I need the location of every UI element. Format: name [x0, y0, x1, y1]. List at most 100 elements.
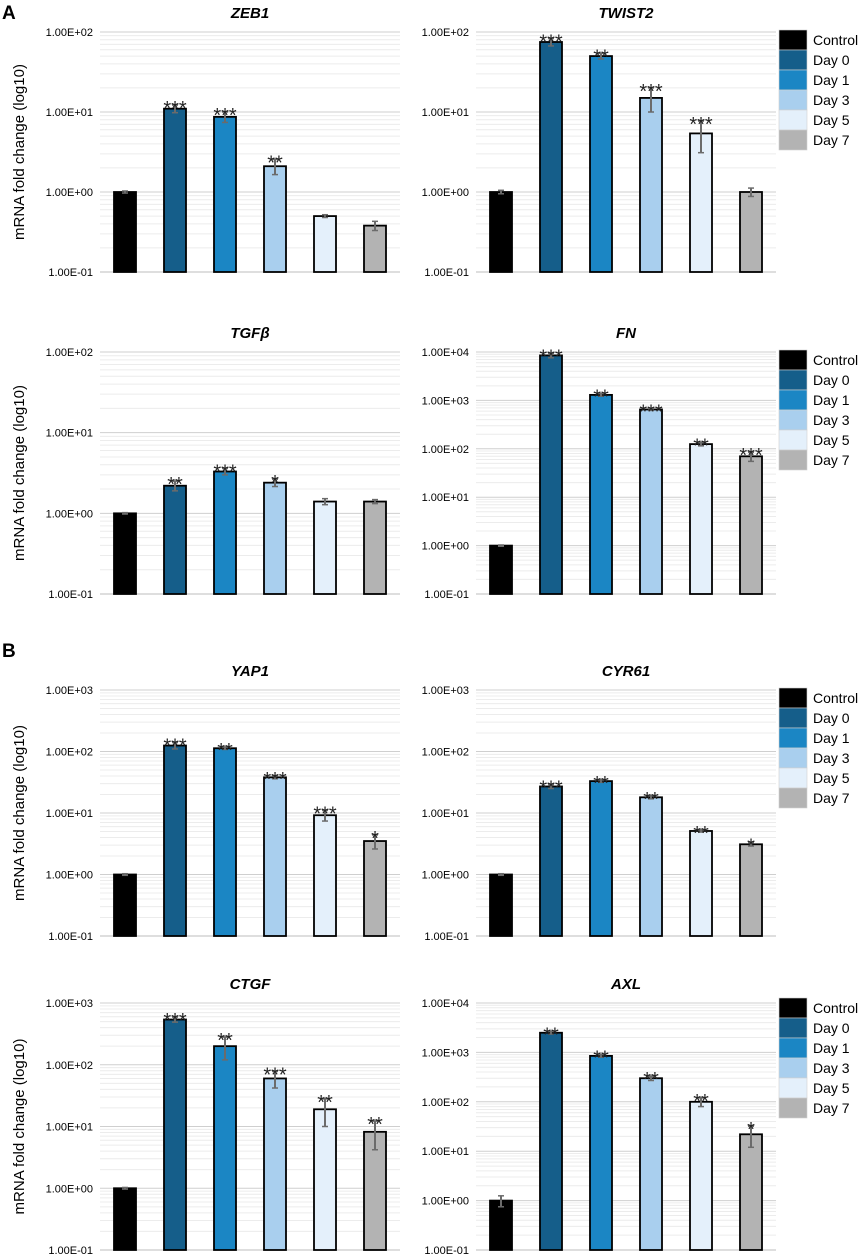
bar-day-1 [213, 1045, 237, 1251]
chart-title: FN [616, 325, 637, 342]
legend-swatch-day-7 [778, 1097, 808, 1119]
bar-control [489, 544, 513, 595]
y-tick-label: 1.00E-01 [48, 589, 93, 601]
y-tick-label: 1.00E+00 [422, 1196, 469, 1208]
bar-day-3 [639, 97, 663, 273]
bar-day-7 [739, 191, 763, 273]
legend-swatch-day-1 [778, 727, 808, 749]
significance-label: *** [163, 1010, 187, 1032]
significance-label: ** [693, 823, 709, 845]
legend-swatch-day-7 [778, 449, 808, 471]
legend-label-control: Control [813, 690, 858, 706]
legend-swatch-day-5 [778, 109, 808, 131]
significance-label: ** [593, 1048, 609, 1070]
bar-control [113, 873, 137, 937]
bar-day-3 [639, 1077, 663, 1251]
bar-day-0 [163, 107, 187, 273]
significance-label: *** [163, 98, 187, 120]
bar-day-0 [539, 354, 563, 595]
legend-swatch-day-1 [778, 1037, 808, 1059]
bar-day-7 [739, 455, 763, 595]
significance-label: *** [313, 803, 337, 825]
chart-title: CYR61 [602, 663, 650, 680]
y-tick-label: 1.00E-01 [424, 589, 469, 601]
significance-label: *** [263, 1064, 287, 1086]
significance-label: *** [689, 114, 713, 136]
legend-swatch-day-5 [778, 429, 808, 451]
significance-label: *** [213, 461, 237, 483]
legend-label-day-1: Day 1 [813, 72, 850, 88]
y-tick-label: 1.00E-01 [424, 931, 469, 943]
y-axis-label: mRNA fold change (log10) [11, 64, 28, 240]
y-tick-label: 1.00E+02 [46, 27, 93, 39]
significance-label: *** [539, 778, 563, 800]
chart-title: AXL [610, 976, 641, 993]
significance-label: ** [643, 789, 659, 811]
legend-label-day-7: Day 7 [813, 1100, 850, 1116]
bar-day-5 [689, 132, 713, 273]
significance-label: ** [693, 435, 709, 457]
legend-label-day-7: Day 7 [813, 132, 850, 148]
legend-swatch-control [778, 29, 808, 51]
y-tick-label: 1.00E+03 [422, 685, 469, 697]
y-tick-label: 1.00E+03 [46, 685, 93, 697]
legend-label-day-3: Day 3 [813, 750, 850, 766]
bar-day-1 [589, 780, 613, 937]
y-tick-label: 1.00E+03 [46, 998, 93, 1010]
significance-label: * [747, 836, 755, 858]
y-tick-label: 1.00E+00 [422, 187, 469, 199]
legend-swatch-day-7 [778, 787, 808, 809]
significance-label: ** [593, 773, 609, 795]
legend-swatch-day-3 [778, 409, 808, 431]
significance-label: *** [263, 769, 287, 791]
significance-label: *** [539, 346, 563, 368]
y-tick-label: 1.00E+00 [46, 870, 93, 882]
bar-day-7 [363, 224, 387, 273]
y-axis-label: mRNA fold change (log10) [11, 385, 28, 561]
y-tick-label: 1.00E-01 [424, 1245, 469, 1256]
legends-container: Control Day 0 Day 1 Day 3 Day 5 Day 7 Control D… [778, 29, 858, 1119]
y-tick-label: 1.00E-01 [48, 267, 93, 279]
legend-label-day-0: Day 0 [813, 1020, 850, 1036]
legend-label-control: Control [813, 352, 858, 368]
legend-label-day-5: Day 5 [813, 432, 850, 448]
bar-control [113, 512, 137, 595]
significance-label: ** [593, 46, 609, 68]
bar-day-0 [539, 785, 563, 937]
y-tick-label: 1.00E+02 [46, 347, 93, 359]
bar-day-5 [689, 830, 713, 937]
significance-label: ** [217, 740, 233, 762]
legend-label-day-5: Day 5 [813, 1080, 850, 1096]
bar-day-3 [639, 408, 663, 595]
y-tick-label: 1.00E+03 [422, 1047, 469, 1059]
bar-day-1 [589, 1054, 613, 1251]
y-tick-label: 1.00E-01 [424, 267, 469, 279]
y-tick-label: 1.00E+02 [422, 1097, 469, 1109]
legend: Control Day 0 Day 1 Day 3 Day 5 Day 7 [778, 29, 858, 151]
bar-day-1 [589, 393, 613, 595]
chart-yap1: 1.00E-01 1.00E+00 1.00E+01 1.00E+02 1.00E+03… [11, 663, 400, 943]
significance-label: *** [163, 736, 187, 758]
bar-day-1 [589, 55, 613, 273]
legend-label-day-7: Day 7 [813, 452, 850, 468]
y-tick-label: 1.00E+02 [422, 747, 469, 759]
legend-label-day-1: Day 1 [813, 1040, 850, 1056]
significance-label: ** [317, 1092, 333, 1114]
legend: Control Day 0 Day 1 Day 3 Day 5 Day 7 [778, 349, 858, 471]
legend-swatch-day-1 [778, 389, 808, 411]
significance-label: *** [739, 445, 763, 467]
significance-label: * [747, 1119, 755, 1141]
chart-title: TWIST2 [599, 5, 655, 22]
y-tick-label: 1.00E+00 [46, 1183, 93, 1195]
significance-label: ** [693, 1091, 709, 1113]
bar-day-3 [263, 1077, 287, 1251]
legend-label-day-7: Day 7 [813, 790, 850, 806]
legend-label-day-5: Day 5 [813, 770, 850, 786]
legend-label-day-3: Day 3 [813, 92, 850, 108]
chart-title: ZEB1 [230, 5, 269, 22]
legend-swatch-day-5 [778, 767, 808, 789]
legend-label-day-0: Day 0 [813, 372, 850, 388]
panel-letter-b: B [2, 641, 16, 662]
legend-swatch-day-0 [778, 49, 808, 71]
